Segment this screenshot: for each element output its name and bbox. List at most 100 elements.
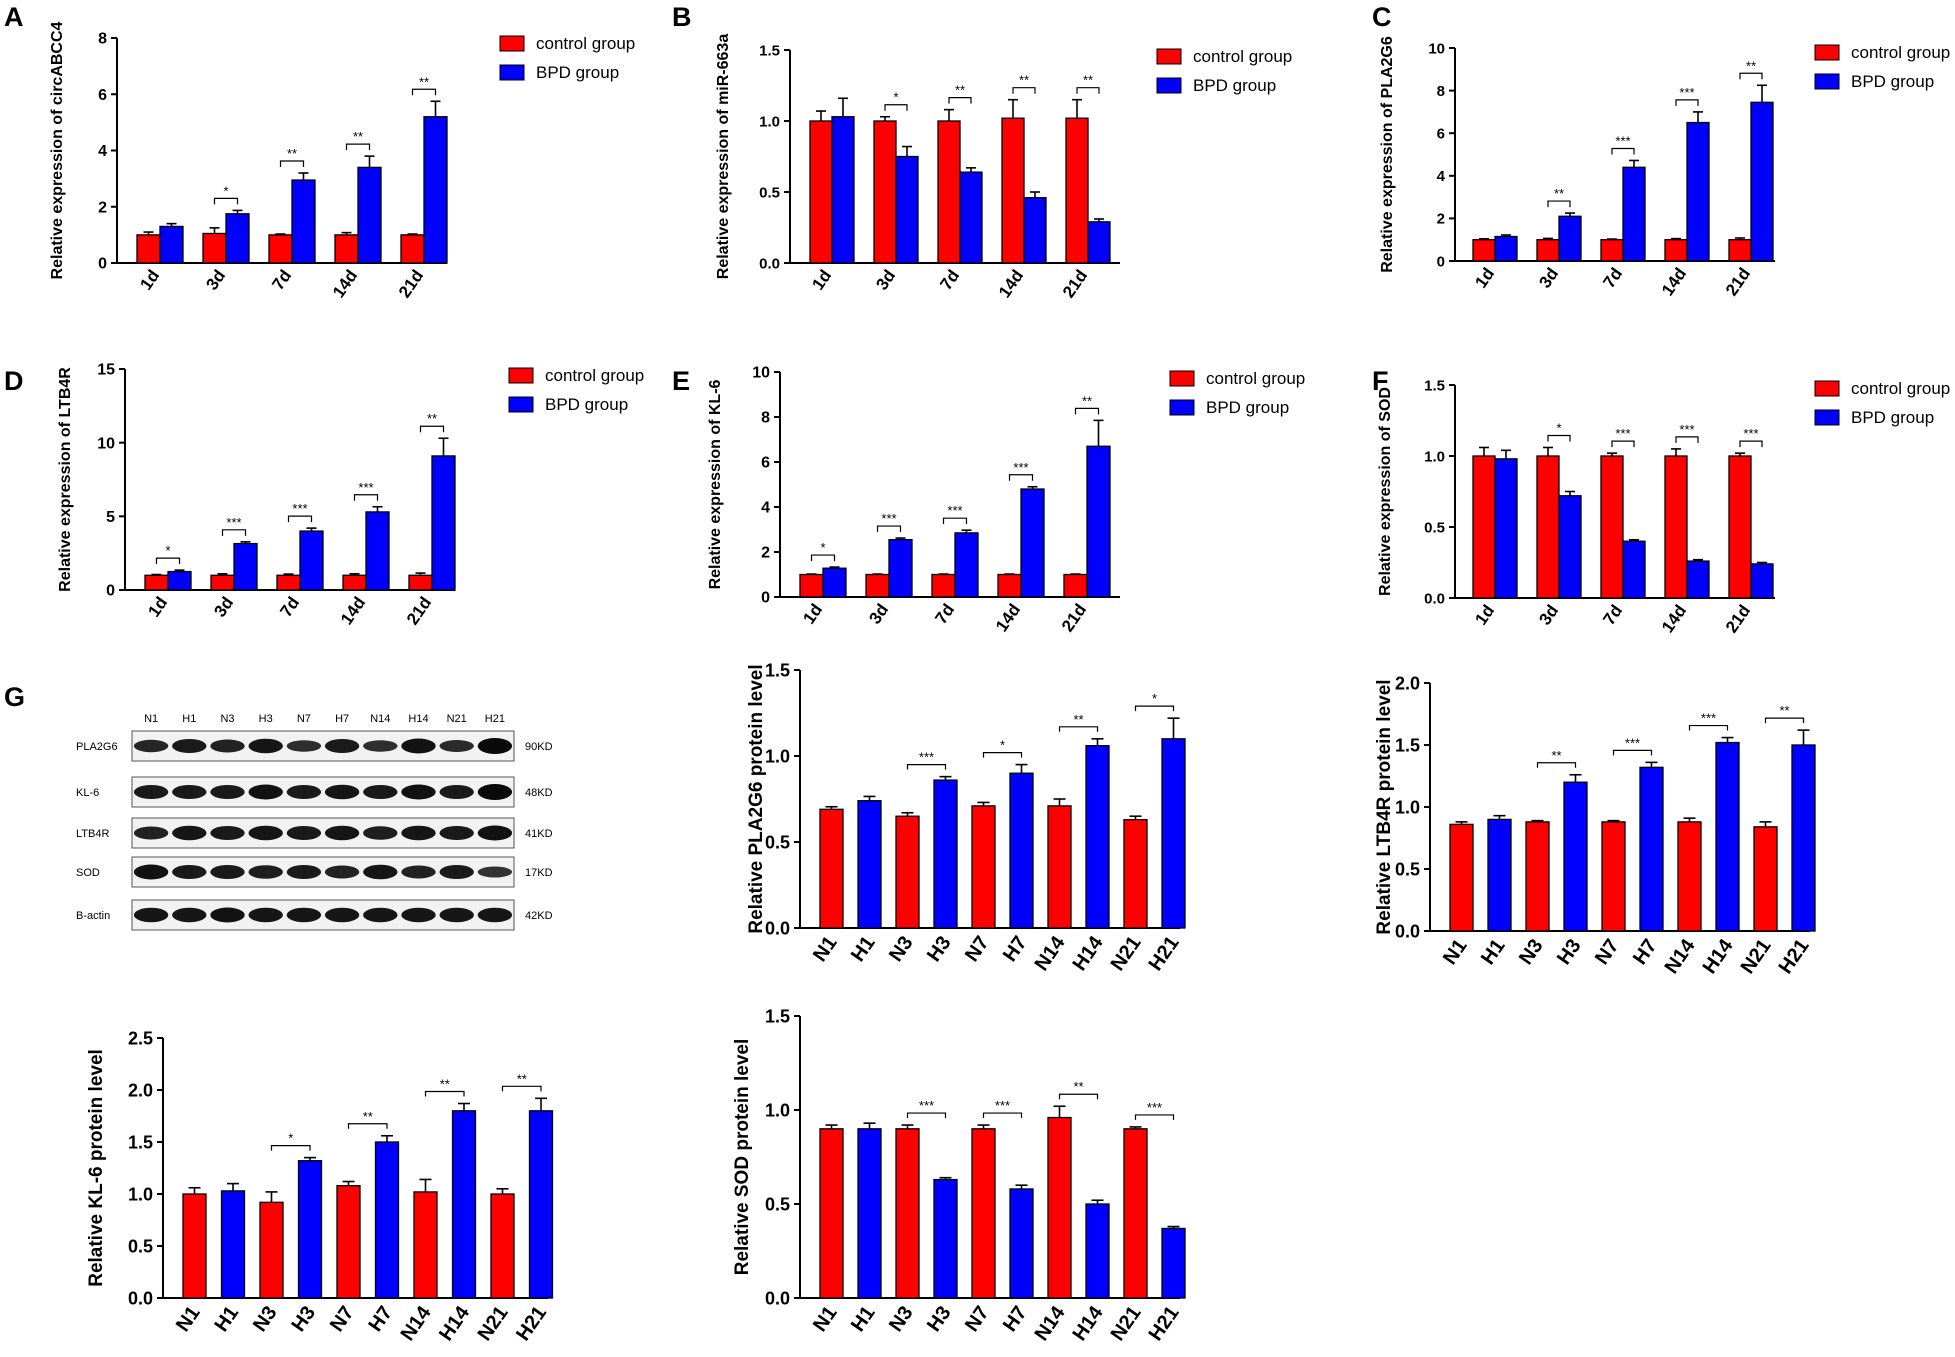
control-bar bbox=[819, 1128, 844, 1299]
significance-bracket bbox=[810, 554, 836, 562]
legend-label: BPD group bbox=[1851, 408, 1934, 427]
blot-row-b-actin: B-actin 42KD bbox=[76, 899, 553, 931]
legend-label: control group bbox=[545, 366, 644, 385]
significance-bracket bbox=[906, 764, 947, 770]
significance-marker: ** bbox=[1073, 712, 1083, 727]
x-tick-label: H1 bbox=[847, 1302, 880, 1336]
control-bar bbox=[1472, 239, 1496, 262]
bpd-bar bbox=[933, 1178, 958, 1299]
control-bar bbox=[268, 234, 293, 264]
significance-bracket bbox=[1074, 407, 1100, 415]
chart-5: 0 2 4 6 8 10 Relative expression of KL-6 1d 3d 7d… bbox=[707, 365, 1305, 636]
legend-label: BPD group bbox=[536, 63, 619, 82]
bpd-bar bbox=[423, 116, 448, 264]
y-tick-label: 1.0 bbox=[765, 1100, 790, 1120]
y-tick-label: 1.0 bbox=[128, 1184, 153, 1204]
y-tick-label: 1.0 bbox=[765, 746, 790, 766]
y-tick-label: 1.5 bbox=[759, 42, 780, 59]
x-tick-label: 1d bbox=[1471, 601, 1498, 628]
blot-lane-label: N1 bbox=[144, 713, 158, 725]
blot-band bbox=[477, 784, 513, 800]
blot-lane-label: H1 bbox=[182, 713, 196, 725]
x-tick-label: 3d bbox=[1535, 264, 1562, 291]
significance-marker: * bbox=[1556, 420, 1561, 435]
significance-marker: ** bbox=[419, 74, 429, 89]
panel-label-f: F bbox=[1372, 366, 1389, 396]
significance-marker: *** bbox=[1701, 711, 1716, 726]
blot-band bbox=[363, 864, 398, 880]
x-tick-label: N7 bbox=[1591, 935, 1624, 969]
x-tick-label: 7d bbox=[1599, 601, 1626, 628]
blot-lane-label: H3 bbox=[259, 713, 273, 725]
legend-label: BPD group bbox=[1206, 398, 1289, 417]
control-bar bbox=[1600, 455, 1624, 599]
significance-marker: ** bbox=[517, 1071, 527, 1086]
bpd-bar bbox=[1750, 101, 1774, 262]
y-tick-label: 1.5 bbox=[765, 660, 790, 680]
control-bar bbox=[1123, 1128, 1148, 1299]
x-tick-label: H3 bbox=[923, 1302, 956, 1336]
bpd-bar bbox=[1558, 215, 1582, 262]
control-bar bbox=[1047, 805, 1072, 929]
significance-bracket bbox=[353, 494, 379, 501]
y-tick-label: 10 bbox=[752, 365, 770, 382]
legend-swatch bbox=[499, 64, 525, 81]
significance-marker: * bbox=[223, 183, 228, 198]
blot-band bbox=[210, 739, 245, 753]
bpd-bar bbox=[1494, 458, 1518, 599]
control-bar bbox=[971, 805, 996, 929]
panel-label-d: D bbox=[4, 366, 24, 396]
y-tick-label: 15 bbox=[97, 362, 115, 379]
bpd-bar bbox=[1086, 445, 1111, 598]
x-tick-label: H3 bbox=[923, 932, 956, 966]
x-tick-label: H3 bbox=[1553, 935, 1586, 969]
legend-label: BPD group bbox=[1851, 72, 1934, 91]
significance-bracket bbox=[1012, 87, 1036, 94]
x-tick-label: H14 bbox=[1069, 1302, 1109, 1345]
control-bar bbox=[276, 574, 301, 591]
control-bar bbox=[971, 1128, 996, 1299]
y-tick-label: 8 bbox=[761, 410, 770, 427]
bpd-bar bbox=[167, 570, 192, 591]
y-tick-label: 2.5 bbox=[128, 1028, 153, 1048]
bpd-bar bbox=[220, 1190, 246, 1299]
significance-marker: * bbox=[288, 1131, 293, 1146]
x-tick-label: 14d bbox=[329, 266, 361, 301]
bpd-bar bbox=[1750, 563, 1774, 599]
y-tick-label: 4 bbox=[98, 143, 107, 160]
significance-bracket bbox=[1739, 440, 1763, 448]
significance-marker: *** bbox=[358, 480, 373, 495]
control-bar bbox=[873, 120, 897, 264]
legend-label: control group bbox=[536, 34, 635, 53]
significance-bracket bbox=[884, 104, 908, 111]
blot-band bbox=[363, 907, 398, 923]
control-bar bbox=[490, 1193, 515, 1299]
blot-lane-label: N3 bbox=[220, 713, 234, 725]
significance-bracket bbox=[270, 1145, 311, 1151]
bpd-bar bbox=[1009, 772, 1034, 929]
x-tick-label: H7 bbox=[999, 1302, 1032, 1336]
y-axis-label: Relative expression of KL-6 bbox=[707, 379, 724, 589]
blot-size-label: 17KD bbox=[525, 867, 553, 879]
control-bar bbox=[1001, 117, 1025, 264]
blot-lane-label: H7 bbox=[335, 713, 349, 725]
y-tick-label: 2 bbox=[1437, 211, 1445, 228]
significance-bracket bbox=[1612, 749, 1653, 756]
x-tick-label: 14d bbox=[995, 266, 1027, 301]
blot-band bbox=[248, 784, 283, 800]
significance-bracket bbox=[1688, 724, 1729, 731]
significance-marker: *** bbox=[1625, 735, 1640, 750]
control-bar bbox=[210, 574, 235, 591]
significance-marker: *** bbox=[1147, 1100, 1162, 1115]
significance-bracket bbox=[424, 1090, 465, 1097]
significance-bracket bbox=[287, 515, 313, 523]
bpd-bar bbox=[1009, 1188, 1034, 1299]
bpd-bar bbox=[357, 166, 382, 264]
blot-protein-label: B-actin bbox=[76, 910, 110, 922]
significance-bracket bbox=[1675, 436, 1699, 443]
y-tick-label: 6 bbox=[761, 455, 770, 472]
x-tick-label: 3d bbox=[210, 593, 237, 620]
chart-10: 0.0 0.5 1.0 1.5 Relative SOD protein level N1… bbox=[732, 1006, 1186, 1345]
significance-bracket bbox=[411, 88, 437, 96]
